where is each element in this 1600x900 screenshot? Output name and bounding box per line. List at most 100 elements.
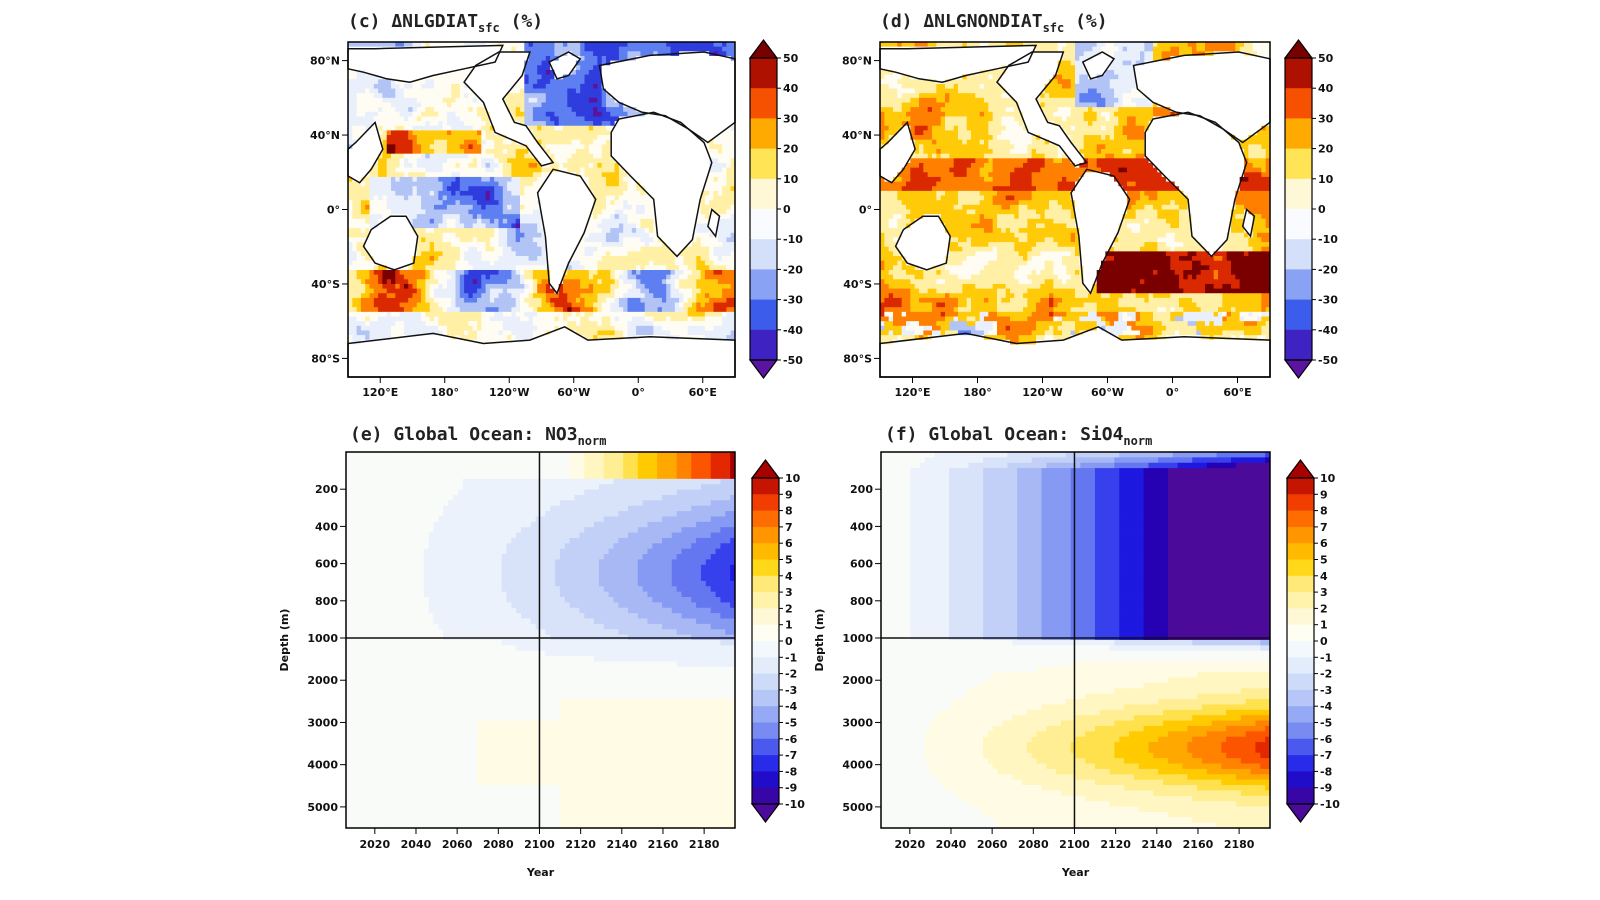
map-cell xyxy=(532,135,538,141)
map-cell xyxy=(610,88,615,94)
map-cell xyxy=(403,88,409,94)
map-cell xyxy=(541,65,547,71)
map-cell xyxy=(502,232,508,238)
map-cell xyxy=(434,269,439,276)
map-cell xyxy=(442,93,448,99)
map-cell xyxy=(485,283,491,289)
map-cell xyxy=(567,167,572,173)
map-cell xyxy=(524,186,529,192)
map-cell xyxy=(713,246,719,252)
map-cell xyxy=(468,265,474,271)
map-cell xyxy=(356,139,362,145)
map-cell xyxy=(610,153,615,159)
map-cell xyxy=(429,195,435,201)
map-cell xyxy=(575,269,581,276)
map-cell xyxy=(545,209,551,215)
map-cell xyxy=(674,260,680,266)
map-cell xyxy=(567,176,572,182)
map-cell xyxy=(399,288,405,294)
map-cell xyxy=(468,55,474,62)
map-cell xyxy=(666,265,671,271)
map-cell xyxy=(679,228,684,234)
map-cell xyxy=(670,269,676,276)
map-cell xyxy=(644,172,650,178)
map-cell xyxy=(636,172,641,178)
map-cell xyxy=(730,209,736,215)
map-cell xyxy=(365,256,370,262)
map-cell xyxy=(610,55,615,62)
map-cell xyxy=(412,149,418,155)
map-cell xyxy=(395,256,400,262)
map-cell xyxy=(365,242,370,248)
map-cell xyxy=(429,149,435,155)
map-cell xyxy=(421,121,426,127)
map-cell xyxy=(614,79,620,85)
map-cell xyxy=(636,46,641,52)
map-cell xyxy=(352,74,357,80)
map-cell xyxy=(649,232,654,238)
map-cell xyxy=(442,288,448,294)
map-cell xyxy=(373,162,379,169)
map-cell xyxy=(709,181,714,187)
map-cell xyxy=(520,60,525,66)
map-cell xyxy=(382,279,388,285)
map-cell xyxy=(468,158,474,164)
map-cell xyxy=(524,116,529,122)
map-cell xyxy=(464,42,469,48)
map-cell xyxy=(365,237,370,243)
map-cell xyxy=(640,167,646,173)
map-cell xyxy=(455,139,461,145)
map-cell xyxy=(369,232,375,238)
map-cell xyxy=(696,51,701,57)
map-cell xyxy=(674,228,680,234)
map-cell xyxy=(416,288,422,294)
map-cell xyxy=(481,172,486,178)
map-cell xyxy=(425,42,431,48)
map-cell xyxy=(399,139,405,145)
map-cell xyxy=(348,153,353,159)
map-cell xyxy=(657,181,663,187)
map-cell xyxy=(403,153,409,159)
map-cell xyxy=(593,65,598,71)
map-cell xyxy=(563,260,568,266)
map-cell xyxy=(696,283,701,289)
map-cell xyxy=(730,251,736,257)
map-cell xyxy=(459,55,465,62)
map-cell xyxy=(704,162,710,169)
map-cell xyxy=(726,162,732,169)
map-cell xyxy=(434,158,439,164)
map-cell xyxy=(679,162,684,169)
map-cell xyxy=(386,176,392,182)
map-cell xyxy=(588,228,594,234)
map-cell xyxy=(666,144,671,150)
map-cell xyxy=(679,144,684,150)
map-cell xyxy=(515,288,521,294)
map-cell xyxy=(575,79,581,85)
map-cell xyxy=(391,228,396,234)
map-cell xyxy=(382,153,388,159)
map-cell xyxy=(412,297,418,303)
map-cell xyxy=(489,55,495,62)
map-cell xyxy=(717,135,723,141)
map-cell xyxy=(722,158,727,164)
map-cell xyxy=(730,195,736,201)
map-cell xyxy=(515,88,521,94)
map-cell xyxy=(704,204,710,210)
map-cell xyxy=(670,139,676,145)
map-cell xyxy=(524,232,529,238)
map-cell xyxy=(631,149,637,155)
map-cell xyxy=(408,204,413,210)
map-cell xyxy=(558,88,564,94)
map-cell xyxy=(421,251,426,257)
map-cell xyxy=(360,130,366,136)
map-cell xyxy=(692,232,697,238)
map-cell xyxy=(391,158,396,164)
map-cell xyxy=(580,172,585,178)
map-cell xyxy=(515,232,521,238)
map-cell xyxy=(481,209,486,215)
map-cell xyxy=(399,293,405,299)
map-cell xyxy=(438,121,443,127)
map-cell xyxy=(429,144,435,150)
map-cell xyxy=(618,172,624,178)
map-cell xyxy=(378,279,383,285)
